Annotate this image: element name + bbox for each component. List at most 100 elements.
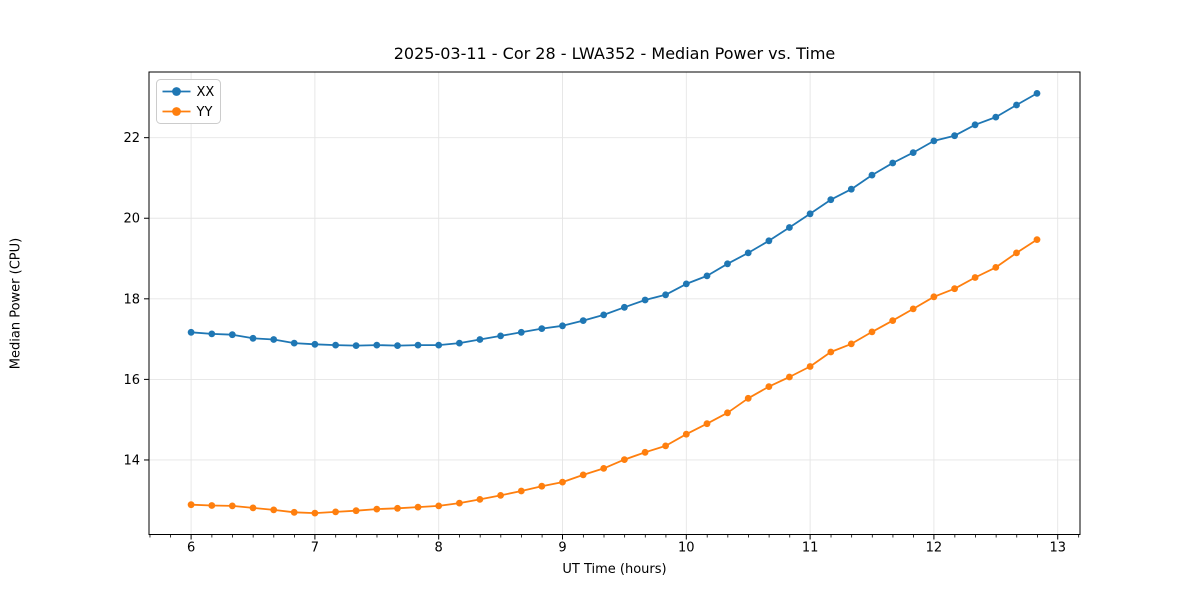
data-point-xx — [311, 340, 319, 348]
legend-swatch-marker — [172, 107, 181, 116]
data-point-yy — [249, 504, 257, 512]
data-point-yy — [682, 430, 690, 438]
data-point-yy — [517, 487, 525, 495]
data-point-yy — [621, 456, 628, 463]
y-tick-label: 20 — [123, 212, 140, 227]
x-tick-label: 12 — [926, 541, 943, 556]
data-point-xx — [208, 330, 216, 338]
data-point-yy — [559, 478, 566, 486]
x-tick-label: 6 — [187, 541, 195, 556]
data-point-yy — [311, 509, 319, 517]
data-point-xx — [827, 196, 835, 204]
data-point-yy — [889, 317, 897, 324]
x-tick-label: 8 — [435, 541, 443, 556]
data-point-yy — [847, 340, 855, 348]
data-point-yy — [290, 508, 298, 516]
data-point-yy — [992, 264, 1000, 271]
data-point-xx — [868, 171, 876, 179]
axes-spines — [148, 71, 1081, 535]
data-point-yy — [662, 442, 669, 450]
data-point-yy — [827, 348, 835, 356]
series-line-yy — [191, 238, 1038, 514]
data-point-yy — [909, 305, 917, 313]
data-point-yy — [332, 508, 339, 516]
data-point-xx — [889, 159, 897, 167]
data-point-yy — [765, 383, 773, 390]
data-point-yy — [703, 420, 711, 428]
x-tick-label: 10 — [678, 541, 695, 556]
y-tick-label: 22 — [123, 131, 140, 146]
data-point-yy — [352, 507, 360, 515]
data-point-xx — [682, 280, 690, 288]
y-tick-label: 16 — [123, 373, 140, 388]
data-point-xx — [270, 336, 278, 343]
x-tick-label: 7 — [311, 541, 319, 556]
data-point-yy — [228, 502, 236, 510]
y-tick-label: 18 — [123, 292, 140, 307]
data-point-xx — [1033, 90, 1041, 97]
data-point-xx — [806, 210, 814, 218]
data-point-yy — [600, 465, 608, 472]
data-point-yy — [456, 499, 463, 507]
data-point-xx — [290, 339, 298, 347]
data-point-yy — [930, 293, 938, 301]
data-point-xx — [249, 334, 257, 342]
data-point-xx — [1013, 101, 1020, 109]
series-line-xx — [191, 92, 1038, 347]
data-point-xx — [930, 137, 938, 145]
legend-label: YY — [196, 105, 213, 120]
data-point-yy — [724, 409, 731, 417]
x-tick-label: 13 — [1049, 541, 1066, 556]
data-point-xx — [724, 260, 731, 268]
data-point-xx — [394, 342, 401, 349]
data-point-yy — [414, 503, 422, 511]
data-point-yy — [373, 505, 381, 513]
data-point-xx — [559, 322, 566, 330]
data-point-xx — [909, 149, 917, 157]
data-point-xx — [786, 224, 793, 231]
data-point-yy — [1013, 249, 1020, 257]
data-point-yy — [971, 274, 979, 281]
data-point-xx — [352, 342, 360, 349]
data-point-xx — [414, 341, 422, 349]
data-point-yy — [538, 482, 546, 490]
data-point-yy — [1033, 236, 1041, 244]
legend-label: XX — [197, 85, 215, 100]
data-point-yy — [435, 502, 443, 510]
data-point-xx — [538, 325, 546, 332]
chart-title: 2025-03-11 - Cor 28 - LWA352 - Median Po… — [393, 44, 836, 63]
data-point-xx — [847, 185, 855, 193]
data-point-xx — [703, 272, 711, 280]
data-point-xx — [662, 291, 669, 299]
x-tick-label: 9 — [558, 541, 566, 556]
x-tick-label: 11 — [802, 541, 819, 556]
data-point-yy — [786, 373, 793, 381]
data-point-xx — [187, 328, 195, 336]
data-point-xx — [971, 121, 979, 129]
data-point-xx — [600, 311, 608, 319]
x-axis-label: UT Time (hours) — [562, 562, 667, 577]
data-point-xx — [373, 341, 381, 349]
data-point-xx — [517, 328, 525, 336]
data-point-xx — [332, 341, 339, 349]
data-point-xx — [992, 113, 1000, 121]
data-point-yy — [270, 506, 278, 514]
data-point-xx — [951, 132, 958, 140]
data-point-xx — [456, 339, 463, 347]
data-point-xx — [476, 336, 484, 343]
data-point-xx — [744, 249, 752, 257]
data-point-yy — [744, 394, 752, 402]
data-point-yy — [208, 502, 216, 509]
y-tick-label: 14 — [123, 453, 140, 468]
data-point-yy — [187, 501, 195, 509]
data-point-yy — [806, 363, 814, 370]
data-point-xx — [621, 303, 628, 311]
data-point-xx — [579, 317, 587, 324]
data-point-yy — [579, 471, 587, 479]
data-point-xx — [497, 332, 504, 340]
y-axis-label: Median Power (CPU) — [8, 237, 24, 370]
data-point-yy — [476, 496, 484, 503]
data-point-yy — [951, 285, 958, 293]
data-point-xx — [228, 331, 236, 339]
